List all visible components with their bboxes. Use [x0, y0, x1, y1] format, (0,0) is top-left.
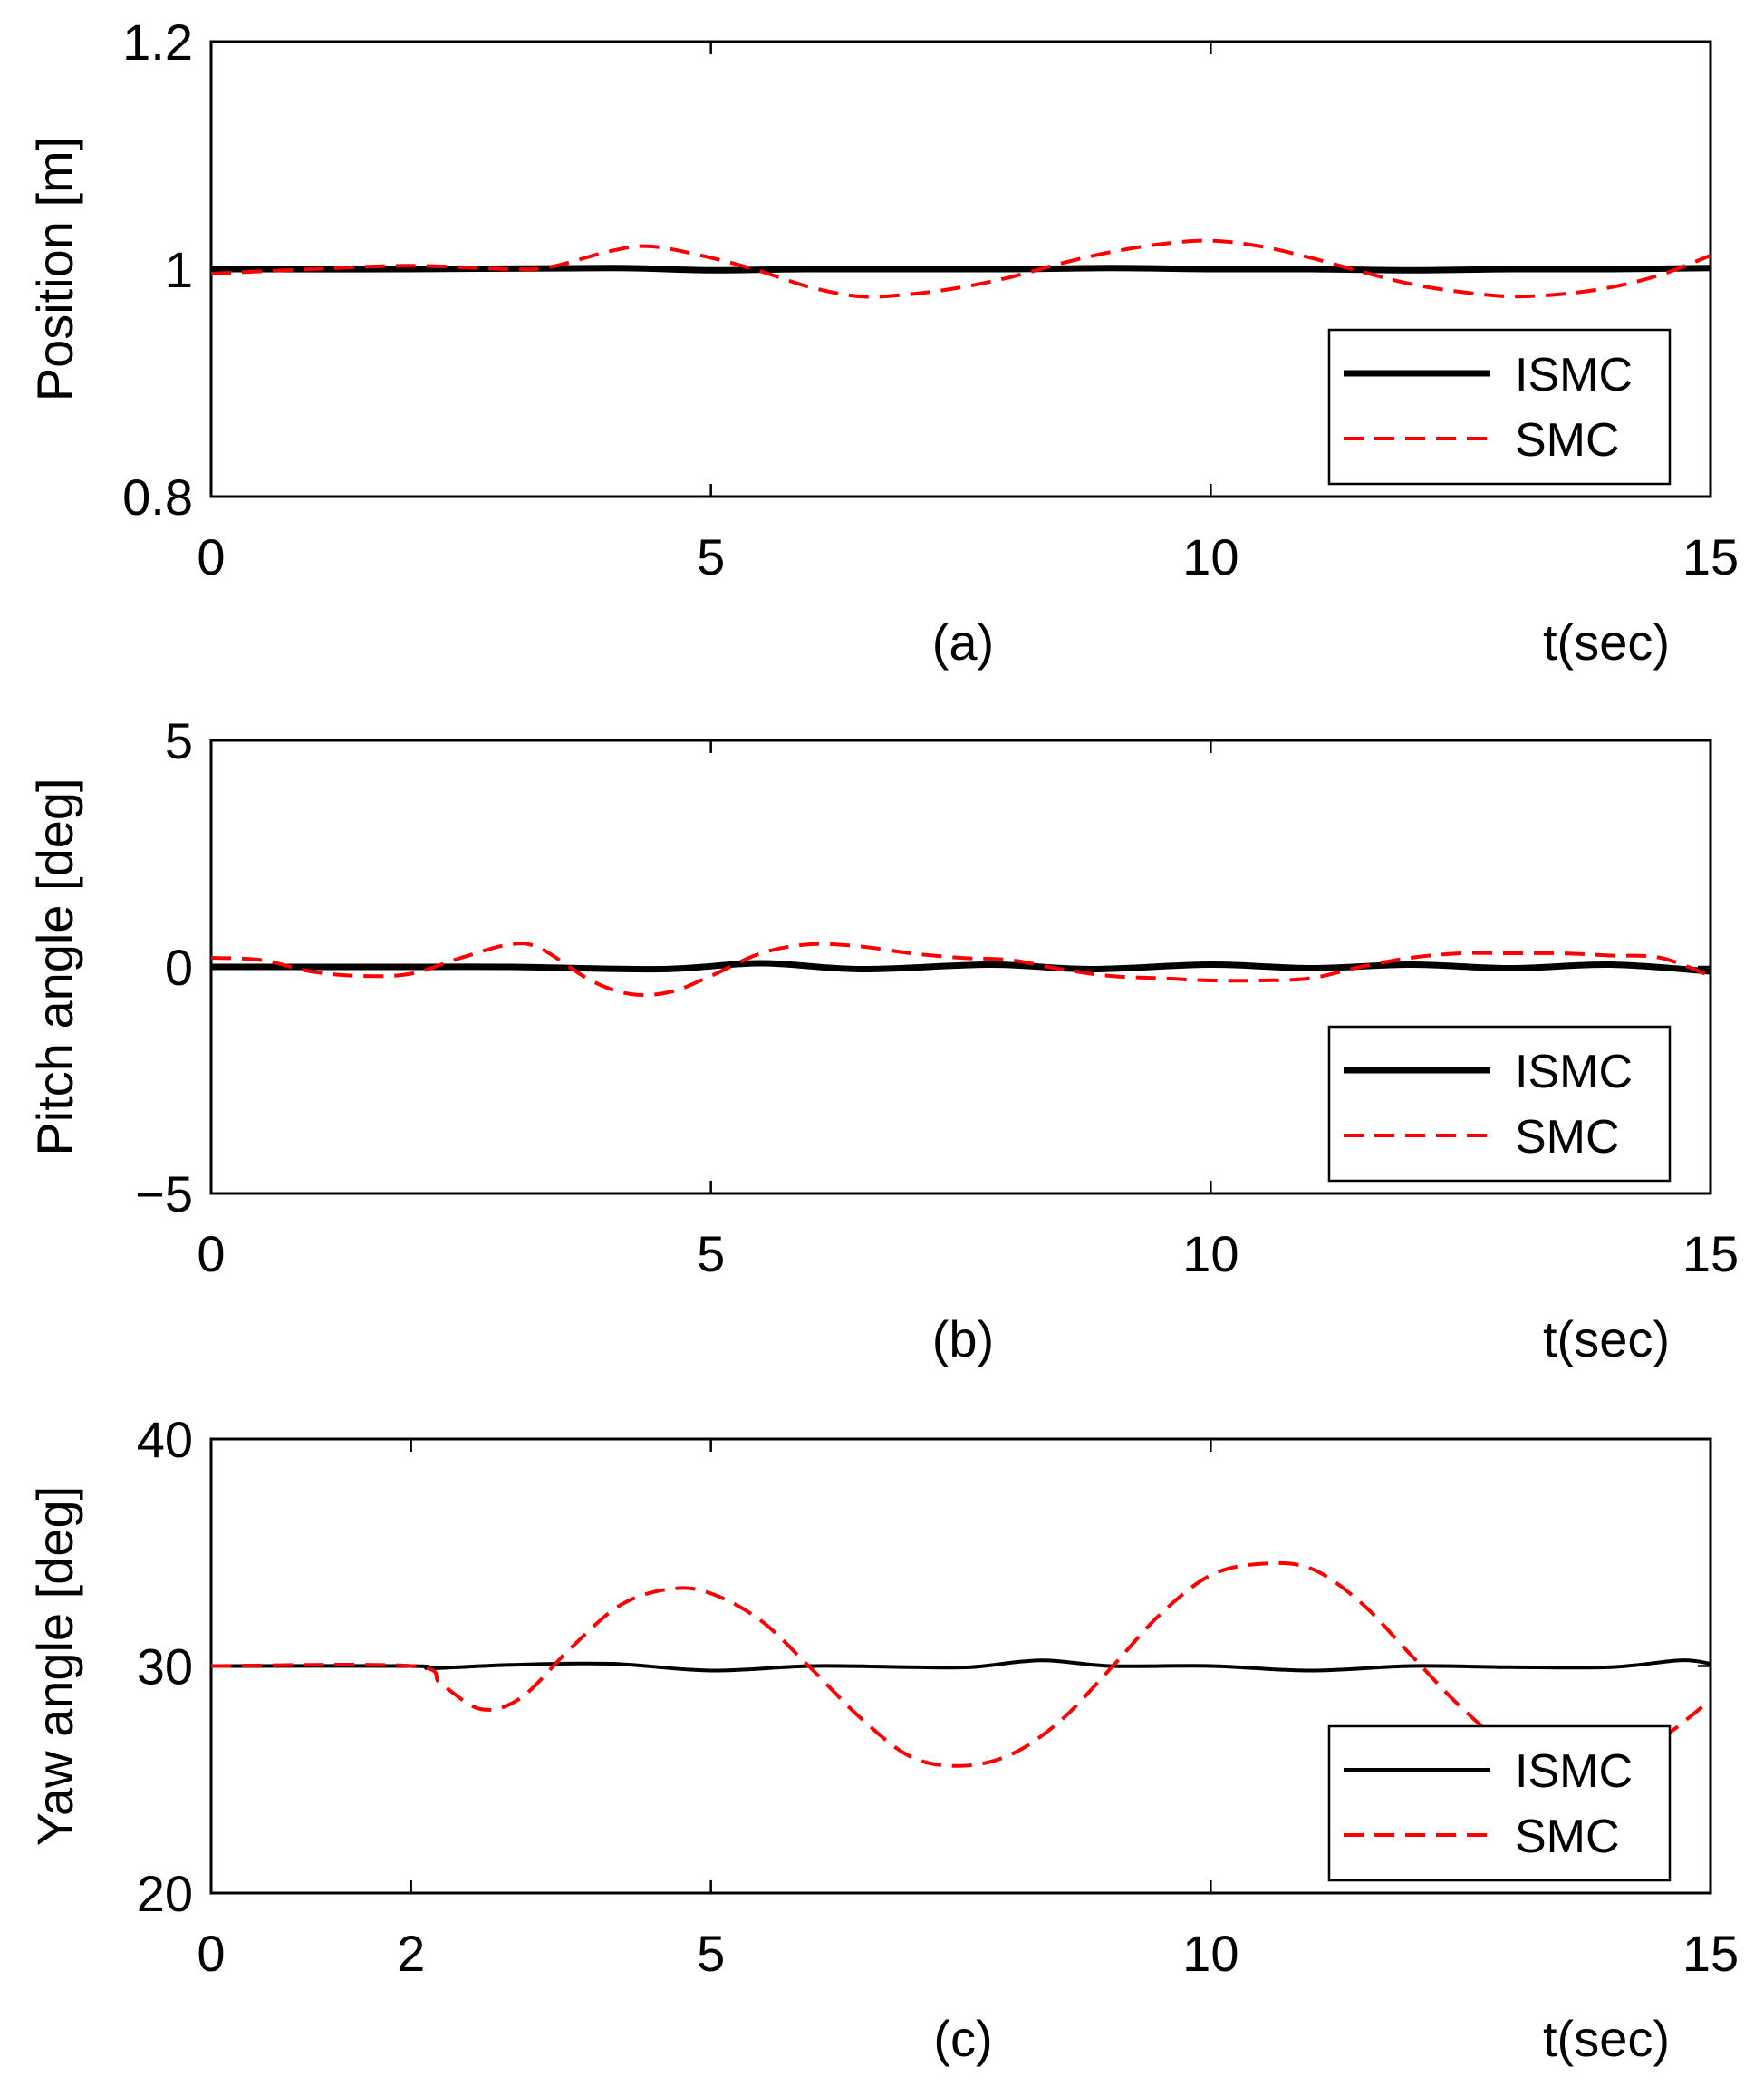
x-axis-label: t(sec) [1543, 613, 1670, 671]
x-tick-label: 10 [1182, 528, 1239, 585]
panel-label: (c) [933, 2010, 992, 2067]
y-axis-label: Yaw angle [deg] [26, 1486, 83, 1846]
y-tick-label: 20 [137, 1865, 193, 1922]
x-tick-label: 15 [1682, 1225, 1739, 1282]
legend-label-ismc: ISMC [1515, 349, 1633, 401]
x-axis-label: t(sec) [1543, 1310, 1670, 1367]
y-tick-label: −5 [135, 1165, 193, 1222]
series-line-ismc [211, 1658, 1711, 1673]
legend: ISMC SMC [1327, 1724, 1672, 1882]
panel-a: 0 5 10 15 0.8 1 1.2 Position [m] (a) t(sec) ISMC SM… [26, 14, 1739, 671]
series-line-ismc [211, 960, 1711, 975]
legend: ISMC SMC [1327, 1025, 1672, 1183]
series-line-ismc [211, 265, 1711, 274]
panel-label: (a) [932, 613, 994, 671]
panel-c: 0 2 5 10 15 20 30 40 Yaw angle [deg] (c) t(sec) ISM… [26, 1411, 1739, 2067]
x-tick-label: 10 [1182, 1225, 1239, 1282]
legend-label-smc: SMC [1515, 1811, 1620, 1863]
y-tick-label: 0.8 [122, 468, 193, 526]
y-tick-label: 40 [137, 1411, 193, 1468]
legend-label-ismc: ISMC [1515, 1745, 1633, 1798]
x-tick-label: 5 [697, 528, 725, 585]
x-tick-label: 15 [1682, 528, 1739, 585]
legend-box [1327, 328, 1672, 486]
legend-box [1327, 1025, 1672, 1183]
y-tick-label: 1.2 [122, 14, 193, 71]
y-tick-label: 1 [165, 241, 193, 298]
legend-box [1327, 1724, 1672, 1882]
y-tick-label: 30 [137, 1638, 193, 1695]
x-tick-label: 15 [1682, 1925, 1739, 1982]
x-tick-label: 5 [697, 1925, 725, 1982]
legend: ISMC SMC [1327, 328, 1672, 486]
x-tick-label: 0 [197, 1225, 225, 1282]
y-axis-label: Position [m] [26, 137, 83, 402]
x-tick-label: 0 [197, 528, 225, 585]
series-line-smc [211, 238, 1711, 299]
x-tick-label: 0 [197, 1925, 225, 1982]
legend-label-smc: SMC [1515, 1111, 1620, 1164]
y-tick-label: 5 [165, 712, 193, 769]
y-axis-label: Pitch angle [deg] [26, 778, 83, 1155]
series-line-smc [211, 942, 1711, 998]
panel-label: (b) [932, 1310, 994, 1367]
legend-label-ismc: ISMC [1515, 1046, 1633, 1098]
x-axis-label: t(sec) [1543, 2010, 1670, 2067]
x-tick-label: 5 [697, 1225, 725, 1282]
legend-label-smc: SMC [1515, 414, 1620, 467]
y-tick-label: 0 [165, 939, 193, 996]
x-tick-label: 2 [397, 1925, 425, 1982]
x-tick-label: 10 [1182, 1925, 1239, 1982]
